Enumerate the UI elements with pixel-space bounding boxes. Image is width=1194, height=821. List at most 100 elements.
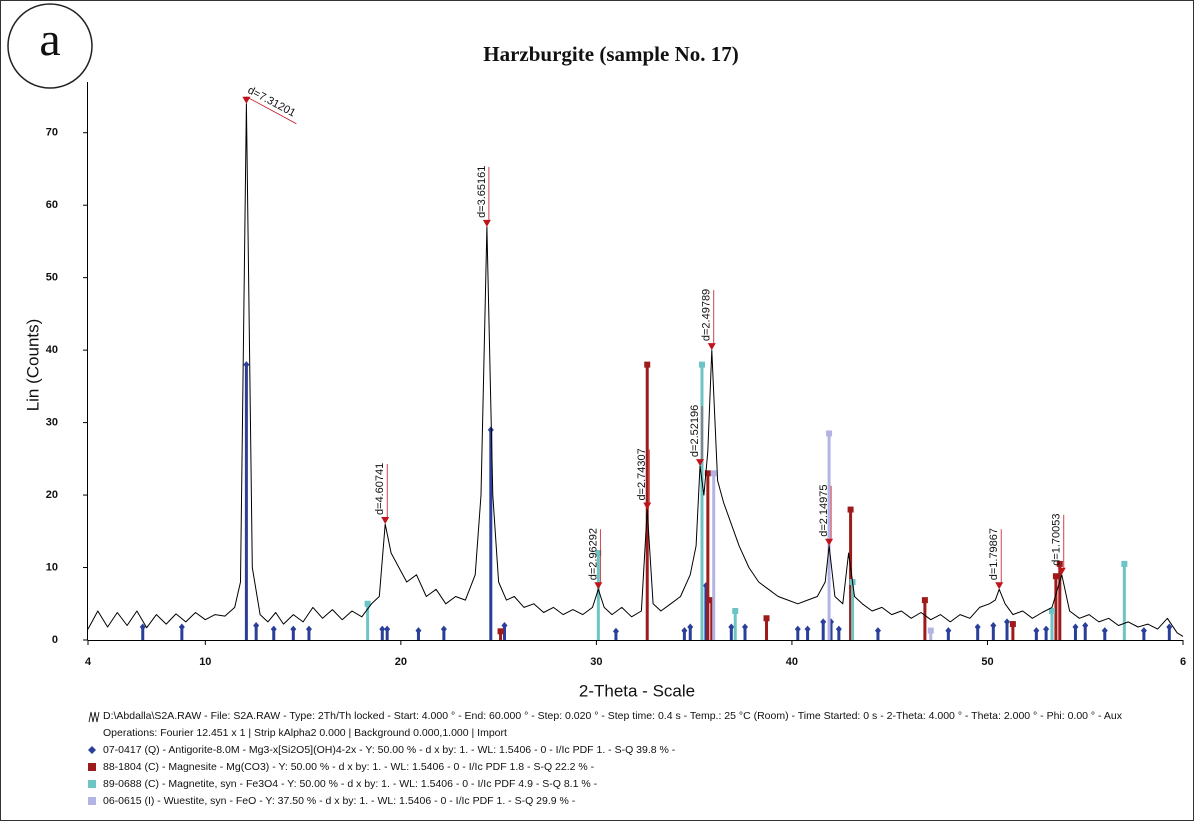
reference-stick [991, 625, 995, 640]
legend-entry: D:\Abdalla\S2A.RAW - File: S2A.RAW - Typ… [103, 710, 1123, 722]
stick-marker [974, 623, 981, 631]
reference-stick [827, 433, 831, 640]
reference-stick [1005, 621, 1009, 640]
peak-label: d=2.14975 [818, 484, 830, 536]
chart-title: Harzburgite (sample No. 17) [483, 42, 738, 66]
reference-stick [929, 630, 933, 640]
y-tick-label: 0 [52, 634, 58, 646]
reference-stick [499, 631, 503, 640]
peak-label: d=2.96292 [587, 528, 599, 580]
stick-marker [708, 597, 715, 604]
y-tick-label: 70 [46, 127, 58, 139]
reference-stick [821, 621, 825, 640]
stick-marker [742, 623, 748, 631]
reference-stick [385, 629, 389, 640]
legend-marker [88, 763, 96, 771]
reference-stick [806, 629, 810, 640]
reference-stick [596, 553, 600, 640]
peak-arrow [825, 538, 834, 546]
reference-stick [1011, 624, 1015, 640]
reference-stick [729, 626, 733, 640]
y-tick-label: 40 [46, 344, 58, 356]
reference-stick [272, 629, 276, 640]
reference-stick [710, 600, 714, 640]
reference-stick [837, 629, 841, 640]
y-tick-label: 30 [46, 417, 58, 429]
peak-leader [246, 96, 297, 125]
x-tick-label: 30 [590, 656, 602, 668]
stick-marker [595, 550, 602, 557]
stick-marker [1033, 627, 1040, 635]
reference-stick [1083, 625, 1087, 640]
stick-marker [1056, 560, 1063, 567]
y-tick-label: 20 [46, 489, 58, 501]
stick-marker [826, 430, 833, 437]
reference-stick [706, 473, 710, 640]
stick-marker [1052, 573, 1059, 580]
reference-stick [244, 364, 248, 640]
legend-entry: 88-1804 (C) - Magnesite - Mg(CO3) - Y: 5… [103, 761, 595, 773]
stick-marker [290, 625, 297, 633]
x-tick-label: 50 [981, 656, 993, 668]
reference-stick [1058, 563, 1062, 640]
peak-arrow [643, 502, 652, 510]
reference-stick [1054, 576, 1058, 640]
peak-label: d=3.65161 [476, 166, 488, 218]
peak-arrow [594, 582, 603, 590]
stick-marker [704, 470, 711, 477]
reference-stick [733, 611, 737, 640]
stick-marker [270, 625, 277, 633]
reference-stick [502, 625, 506, 640]
stick-marker [1009, 621, 1016, 628]
stick-marker [681, 627, 688, 635]
reference-stick [442, 629, 446, 640]
peak-arrow [707, 343, 716, 351]
legend-entry: 07-0417 (Q) - Antigorite-8.0M - Mg3-x[Si… [103, 744, 676, 756]
panel-circle [7, 3, 93, 89]
stick-marker [728, 623, 735, 631]
stick-marker [384, 625, 391, 633]
stick-marker [612, 627, 619, 635]
reference-stick [180, 626, 184, 640]
stick-marker [1101, 627, 1108, 635]
reference-stick [765, 618, 769, 640]
stick-marker [927, 627, 934, 634]
stick-marker [874, 627, 881, 635]
y-tick-label: 10 [46, 561, 58, 573]
stick-marker [1043, 625, 1050, 633]
stick-marker [945, 627, 952, 635]
x-tick-label: 40 [786, 656, 798, 668]
pattern-line [87, 103, 1184, 637]
stick-marker [763, 615, 770, 622]
reference-stick [704, 585, 708, 640]
stick-marker [698, 361, 705, 368]
reference-stick [851, 582, 855, 640]
stick-marker [1048, 608, 1055, 615]
reference-stick [688, 626, 692, 640]
legend-marker [88, 746, 96, 754]
stick-marker [497, 628, 504, 635]
reference-stick [1034, 630, 1038, 640]
reference-stick [489, 429, 493, 640]
reference-stick [380, 629, 384, 640]
peak-arrow [1057, 567, 1066, 575]
peak-label: d=2.74307 [636, 448, 648, 500]
y-tick-label: 50 [46, 272, 58, 284]
reference-stick [366, 603, 370, 640]
stick-marker [253, 622, 260, 630]
legend-entry: 89-0688 (C) - Magnetite, syn - Fe3O4 - Y… [103, 778, 598, 790]
peak-arrow [995, 582, 1004, 590]
stick-marker [1082, 622, 1089, 630]
y-tick-label: 60 [46, 199, 58, 211]
x-tick-label: 20 [395, 656, 407, 668]
stick-marker [644, 361, 651, 368]
reference-stick [141, 626, 145, 640]
stick-marker [440, 625, 447, 633]
stick-marker [1166, 623, 1173, 631]
stick-marker [732, 608, 739, 615]
reference-stick [645, 364, 649, 640]
reference-stick [291, 629, 295, 640]
